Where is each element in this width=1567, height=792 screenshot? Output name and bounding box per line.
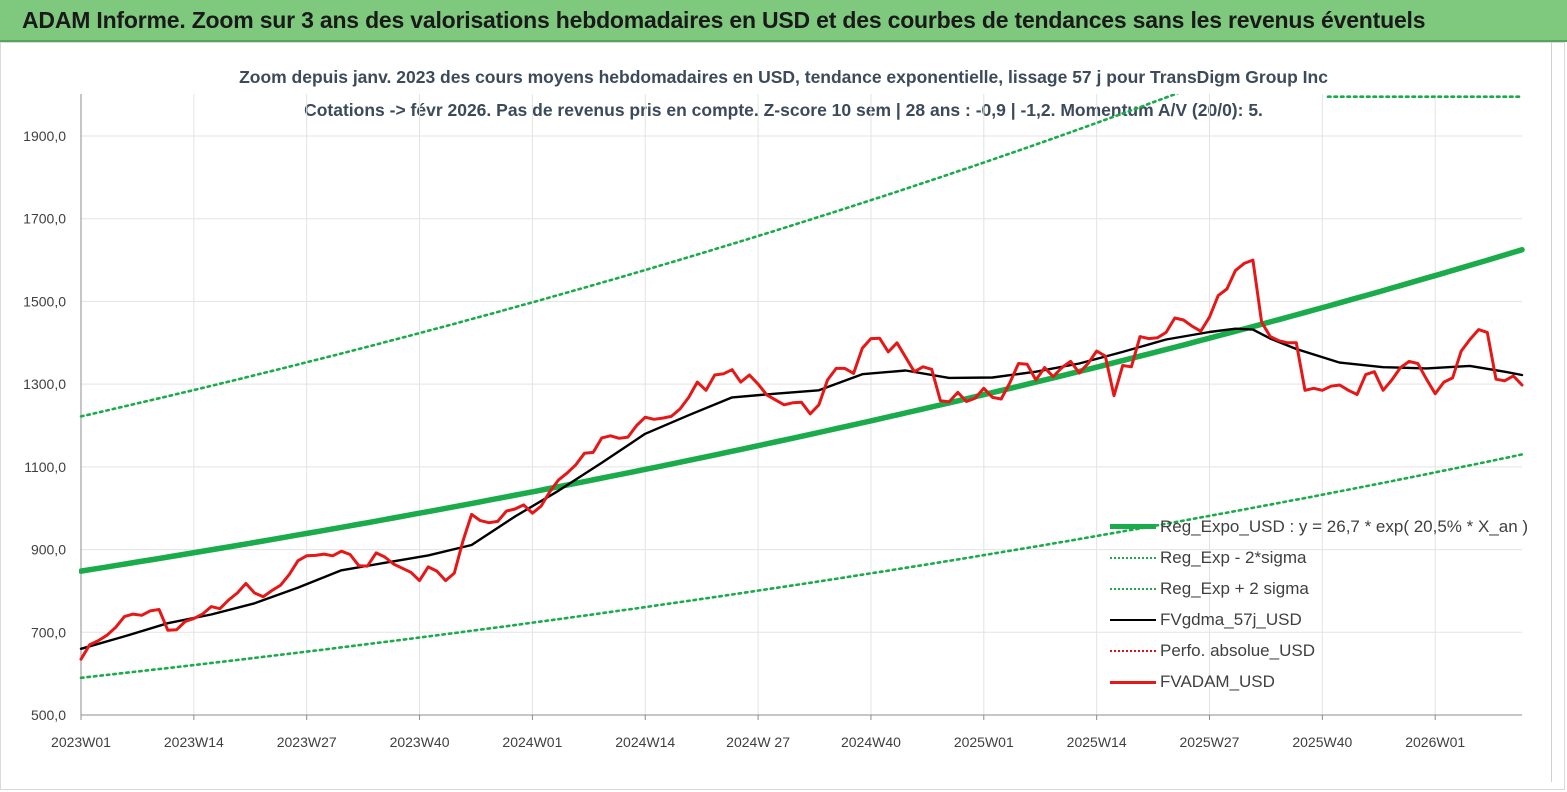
price-line	[79, 258, 1524, 661]
legend-swatch	[1110, 587, 1156, 590]
legend-label: Perfo. absolue_USD	[1160, 641, 1315, 660]
legend-swatch	[1110, 556, 1156, 559]
x-tick-label: 2023W40	[390, 734, 450, 750]
legend-item: Reg_Exp + 2 sigma	[1108, 576, 1528, 607]
x-tick-label: 2024W01	[502, 734, 562, 750]
lower-band-line	[79, 453, 1524, 680]
legend-label: FVADAM_USD	[1160, 672, 1275, 691]
chart-title-line-2: Cotations -> févr 2026. Pas de revenus p…	[304, 100, 1263, 120]
plot-area	[79, 94, 1525, 680]
x-tick-label: 2024W14	[615, 734, 675, 750]
y-tick-label: 1500,0	[23, 293, 66, 309]
report-title: ADAM Informe. Zoom sur 3 ans des valoris…	[22, 7, 1426, 33]
x-tick-label: 2023W01	[51, 734, 111, 750]
legend-item: Reg_Exp - 2*sigma	[1108, 545, 1528, 576]
report-banner: ADAM Informe. Zoom sur 3 ans des valoris…	[0, 0, 1567, 42]
x-tick-label: 2026W01	[1405, 734, 1465, 750]
x-tick-label: 2024W 27	[726, 734, 790, 750]
legend-swatch	[1110, 649, 1156, 652]
upper-band-line	[79, 94, 1180, 418]
chart-title-line-1: Zoom depuis janv. 2023 des cours moyens …	[239, 67, 1328, 87]
chart-right-border	[1551, 42, 1552, 782]
y-tick-label: 500,0	[31, 707, 66, 723]
legend-item: Reg_Expo_USD : y = 26,7 * exp( 20,5% * X…	[1108, 514, 1528, 545]
legend-item: Perfo. absolue_USD	[1108, 638, 1528, 669]
legend-label: Reg_Exp + 2 sigma	[1160, 579, 1309, 598]
y-tick-label: 1100,0	[24, 459, 66, 475]
y-tick-label: 1900,0	[23, 128, 66, 144]
y-tick-label: 1700,0	[23, 211, 66, 227]
legend-label: Reg_Exp - 2*sigma	[1160, 548, 1307, 567]
y-tick-label: 700,0	[31, 624, 66, 640]
regression-trend-line	[79, 246, 1525, 574]
legend-label: FVgdma_57j_USD	[1160, 610, 1302, 629]
y-tick-label: 1300,0	[23, 376, 66, 392]
legend-item: FVADAM_USD	[1108, 669, 1528, 700]
x-tick-label: 2025W01	[954, 734, 1014, 750]
legend-swatch	[1110, 618, 1156, 621]
x-tick-label: 2024W40	[841, 734, 901, 750]
x-tick-label: 2023W27	[277, 734, 337, 750]
x-tick-label: 2023W14	[164, 734, 224, 750]
legend-item: FVgdma_57j_USD	[1108, 607, 1528, 638]
x-tick-label: 2025W40	[1292, 734, 1352, 750]
x-tick-label: 2025W14	[1067, 734, 1127, 750]
legend-swatch	[1110, 524, 1156, 530]
legend-label: Reg_Expo_USD : y = 26,7 * exp( 20,5% * X…	[1160, 517, 1529, 536]
legend-swatch	[1110, 680, 1156, 684]
x-tick-label: 2025W27	[1180, 734, 1240, 750]
chart-legend: Reg_Expo_USD : y = 26,7 * exp( 20,5% * X…	[1108, 514, 1528, 700]
chart-frame	[0, 42, 1565, 790]
y-tick-label: 900,0	[31, 542, 66, 558]
